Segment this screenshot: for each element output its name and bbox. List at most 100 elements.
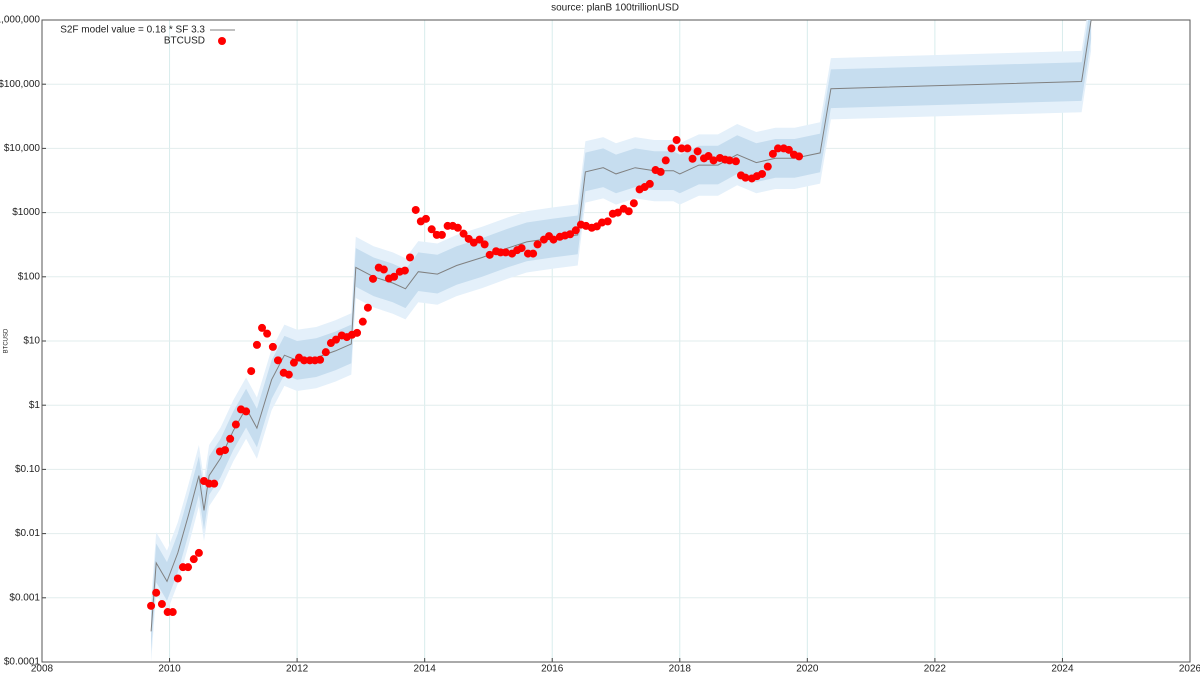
legend-swatch <box>218 37 226 45</box>
data-point <box>683 144 692 153</box>
data-point <box>184 563 193 572</box>
plot-frame <box>41 19 1191 663</box>
data-point <box>667 144 676 153</box>
data-point <box>549 235 558 244</box>
data-point <box>629 199 638 208</box>
y-axis-label: BTCUSD <box>4 328 10 353</box>
data-point <box>258 323 267 332</box>
data-point <box>252 340 261 349</box>
data-point <box>390 272 399 281</box>
x-tick-label: 2020 <box>796 664 819 675</box>
data-point <box>157 600 166 609</box>
data-point <box>566 230 575 239</box>
data-point <box>795 152 804 161</box>
data-point <box>758 169 767 178</box>
data-point <box>529 249 538 258</box>
x-tick-label: 2018 <box>669 664 692 675</box>
data-point <box>247 367 256 376</box>
data-point <box>741 173 750 182</box>
x-tick-label: 2014 <box>414 664 437 675</box>
y-tick-label: $0.01 <box>15 528 40 539</box>
data-point <box>363 303 372 312</box>
data-point <box>147 601 156 610</box>
data-point <box>763 162 772 171</box>
data-point <box>289 358 298 367</box>
data-point <box>709 156 718 165</box>
data-point <box>353 328 362 337</box>
data-point <box>263 329 272 338</box>
y-tick-label: $1,000,000 <box>0 15 40 26</box>
data-point <box>194 548 203 557</box>
data-point <box>533 240 542 249</box>
data-point <box>173 574 182 583</box>
data-point <box>731 157 740 166</box>
data-point <box>284 370 293 379</box>
data-point <box>152 588 161 597</box>
x-tick-label: 2026 <box>1179 664 1200 675</box>
data-point <box>773 144 782 153</box>
data-point <box>613 208 622 217</box>
data-point <box>358 317 367 326</box>
data-point <box>459 229 468 238</box>
data-point <box>273 356 282 365</box>
data-point <box>677 144 686 153</box>
data-point <box>427 225 436 234</box>
data-point <box>379 265 388 274</box>
data-point <box>661 156 670 165</box>
y-tick-label: $10,000 <box>4 143 41 154</box>
x-tick-label: 2010 <box>158 664 181 675</box>
y-tick-label: $1 <box>29 400 41 411</box>
data-point <box>421 214 430 223</box>
data-point <box>688 154 697 163</box>
data-point <box>316 355 325 364</box>
data-point <box>300 356 309 365</box>
x-tick-label: 2008 <box>31 664 54 675</box>
y-tick-label: $10 <box>23 336 40 347</box>
data-point <box>624 207 633 216</box>
y-tick-label: $0.001 <box>9 592 40 603</box>
data-point <box>693 147 702 156</box>
y-tick-label: $0.10 <box>15 464 40 475</box>
x-tick-label: 2022 <box>924 664 947 675</box>
x-tick-label: 2024 <box>1051 664 1074 675</box>
y-tick-label: $100 <box>18 271 41 282</box>
data-point <box>603 217 612 226</box>
y-tick-label: $0.0001 <box>4 657 41 668</box>
y-tick-label: $100,000 <box>0 79 40 90</box>
data-point <box>453 223 462 232</box>
data-point <box>517 244 526 253</box>
data-point <box>672 136 681 145</box>
legend-label: BTCUSD <box>164 36 205 47</box>
x-tick-label: 2012 <box>286 664 309 675</box>
data-point <box>189 555 198 564</box>
data-point <box>168 608 177 617</box>
data-point <box>437 230 446 239</box>
x-tick-label: 2016 <box>541 664 564 675</box>
data-point <box>221 446 230 455</box>
data-point <box>501 248 510 257</box>
data-point <box>768 149 777 158</box>
data-point <box>656 167 665 176</box>
data-point <box>321 348 330 357</box>
data-point <box>369 274 378 283</box>
data-point <box>210 479 219 488</box>
data-point <box>268 342 277 351</box>
data-point <box>475 235 484 244</box>
data-point <box>405 253 414 262</box>
data-point <box>784 145 793 154</box>
data-point <box>480 240 489 249</box>
data-point <box>645 179 654 188</box>
data-point <box>400 266 409 275</box>
data-point <box>231 420 240 429</box>
plot-area <box>147 20 1092 662</box>
data-point <box>242 407 251 416</box>
data-point <box>485 250 494 259</box>
data-point <box>571 226 580 235</box>
data-point <box>332 335 341 344</box>
legend-label: S2F model value = 0.18 * SF 3.3 <box>60 25 205 36</box>
y-tick-label: $1000 <box>12 207 40 218</box>
data-point <box>725 156 734 165</box>
data-point <box>226 434 235 443</box>
